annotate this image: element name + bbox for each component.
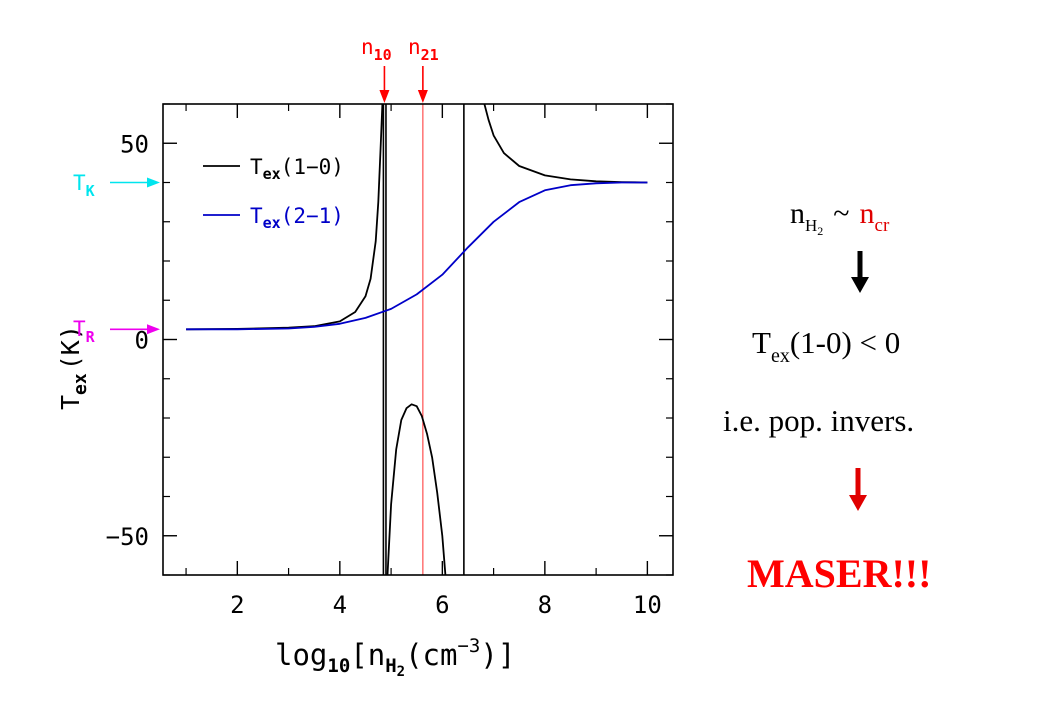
x-axis-label-n-sub-sub: 2 <box>397 664 405 680</box>
series-1-segment-0 <box>186 181 648 331</box>
tr-label: TR <box>73 317 96 346</box>
plot-frame <box>162 103 674 576</box>
y-axis-label: Tex (K) <box>56 325 91 410</box>
x-axis-label-n-sub: H <box>385 655 396 677</box>
x-axis-label-open: [n <box>350 638 385 672</box>
plot-area <box>186 104 648 575</box>
x-tick-label-4: 10 <box>633 591 662 619</box>
tex-negative-text: Tex(1-0) < 0 <box>752 325 900 367</box>
axis-ticks: 2 4 6 8 10 −50 0 50 <box>106 103 673 619</box>
left-arrow-head-0 <box>147 177 160 188</box>
tk-label: TK <box>73 171 95 200</box>
n21-label: n21 <box>408 35 439 64</box>
x-tick-label-0: 2 <box>230 591 244 619</box>
maser-text: MASER!!! <box>747 551 931 596</box>
y-axis-label-unit: (K) <box>56 325 85 370</box>
x-axis-label-exp: −3 <box>457 635 480 657</box>
top-arrow-head-1 <box>417 90 428 103</box>
n10-label: n10 <box>361 35 392 64</box>
y-axis-label-main: T <box>56 395 85 410</box>
arrow-down-icon <box>851 251 869 293</box>
y-axis-label-sub: ex <box>70 373 91 395</box>
y-tick-label-1: 0 <box>135 327 149 355</box>
arrow-down-icon-red <box>849 468 867 511</box>
critical-density-markers: n10 n21 <box>361 35 439 103</box>
series-0-segment-1 <box>386 403 447 575</box>
x-axis-label-unit: (cm <box>405 638 457 672</box>
left-arrow-head-1 <box>147 324 160 335</box>
x-tick-label-3: 8 <box>538 591 552 619</box>
x-axis-label-base-sub: 10 <box>327 655 350 677</box>
x-tick-label-2: 6 <box>435 591 449 619</box>
y-tick-label-0: −50 <box>106 523 149 551</box>
temperature-markers: TK TR <box>73 171 160 346</box>
condition-text: nH2~ ncr <box>790 197 890 238</box>
legend-label-tex-2-1: Tex(2−1) <box>250 204 344 232</box>
legend: Tex(1−0) Tex(2−1) <box>203 155 344 232</box>
legend-label-tex-1-0: Tex(1−0) <box>250 155 344 183</box>
x-axis-label-base: log <box>275 638 327 672</box>
series-0-segment-2 <box>483 104 648 184</box>
x-axis-label-close: )] <box>480 638 515 672</box>
x-axis-label: log10[nH2(cm−3)] <box>275 635 515 680</box>
top-arrow-head-0 <box>379 90 390 103</box>
annotations: nH2~ ncr Tex(1-0) < 0 i.e. pop. invers. M… <box>723 197 931 596</box>
y-tick-label-2: 50 <box>120 130 149 158</box>
x-tick-label-1: 4 <box>333 591 347 619</box>
inversion-text: i.e. pop. invers. <box>723 403 914 438</box>
